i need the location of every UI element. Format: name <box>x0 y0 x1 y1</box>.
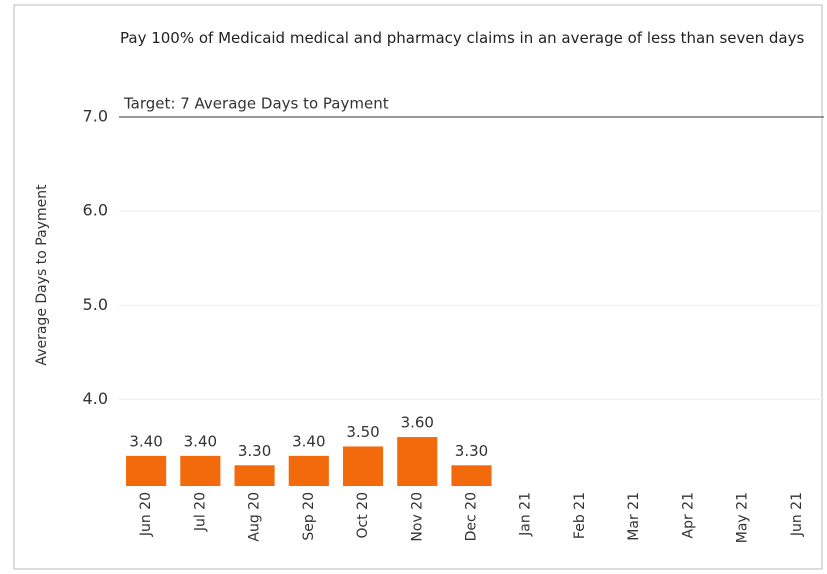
bar <box>180 455 221 486</box>
x-tick-label: Nov 20 <box>409 492 425 542</box>
x-tick-label: Dec 20 <box>464 492 480 541</box>
x-tick-label: Apr 21 <box>680 492 696 538</box>
value-label: 3.60 <box>401 414 434 432</box>
x-tick-label: Jun 21 <box>789 492 805 537</box>
bar <box>342 446 384 486</box>
title-box: Pay 100% of Medicaid medical and pharmac… <box>120 29 805 47</box>
y-tick-label: 4.0 <box>83 389 108 408</box>
bar <box>397 437 438 486</box>
target-label: Target: 7 Average Days to Payment <box>123 95 389 113</box>
x-tick-label: Feb 21 <box>572 492 588 539</box>
value-label: 3.30 <box>455 442 488 460</box>
x-tick-label: Aug 20 <box>247 492 263 542</box>
y-tick-label: 5.0 <box>83 295 108 314</box>
bar <box>451 465 492 486</box>
value-label: 3.40 <box>129 432 162 450</box>
bar <box>234 465 275 486</box>
value-label: 3.40 <box>184 432 217 450</box>
y-tick-label: 6.0 <box>83 201 108 220</box>
y-axis-title: Average Days to Payment <box>34 184 50 366</box>
x-tick-label: Mar 21 <box>626 492 642 541</box>
y-tick-label: 7.0 <box>83 107 108 126</box>
chart-title: Pay 100% of Medicaid medical and pharmac… <box>120 29 805 47</box>
value-label: 3.30 <box>238 442 271 460</box>
x-tick-label: Jul 20 <box>192 492 208 532</box>
x-tick-label: Jun 20 <box>138 492 154 537</box>
x-tick-label: Jan 21 <box>518 492 534 537</box>
bar <box>288 455 329 486</box>
x-tick-label: Oct 20 <box>355 492 371 538</box>
bar <box>126 455 167 486</box>
value-label: 3.40 <box>292 432 325 450</box>
x-tick-label: Sep 20 <box>301 492 317 541</box>
x-tick-label: May 21 <box>735 492 751 543</box>
value-label: 3.50 <box>346 423 379 441</box>
